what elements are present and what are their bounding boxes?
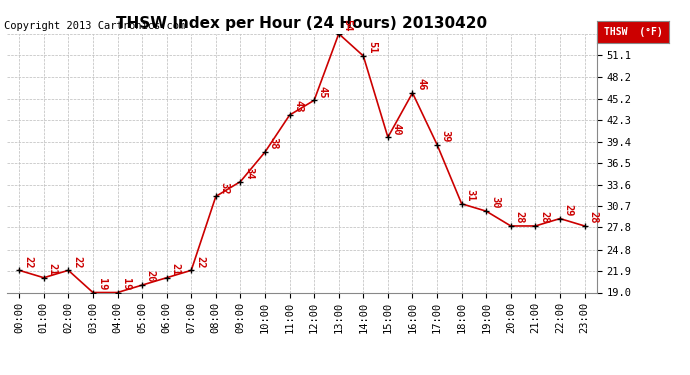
Text: 38: 38 [268, 137, 279, 150]
Text: 45: 45 [318, 86, 328, 98]
Text: 19: 19 [97, 278, 107, 290]
Text: 34: 34 [244, 167, 254, 179]
Text: 51: 51 [367, 41, 377, 54]
Text: 20: 20 [146, 270, 156, 283]
Text: 22: 22 [23, 256, 33, 268]
Text: 54: 54 [342, 19, 353, 32]
Text: 46: 46 [416, 78, 426, 91]
Text: Copyright 2013 Cartronics.com: Copyright 2013 Cartronics.com [4, 21, 185, 31]
Text: 39: 39 [441, 130, 451, 142]
Text: 22: 22 [195, 256, 205, 268]
Text: 43: 43 [293, 100, 304, 113]
Text: 29: 29 [564, 204, 573, 216]
Text: 21: 21 [48, 263, 57, 276]
Title: THSW Index per Hour (24 Hours) 20130420: THSW Index per Hour (24 Hours) 20130420 [117, 16, 487, 31]
Text: THSW  (°F): THSW (°F) [604, 27, 662, 37]
Text: 31: 31 [465, 189, 475, 202]
Text: 21: 21 [170, 263, 180, 276]
Text: 19: 19 [121, 278, 131, 290]
Text: 30: 30 [490, 196, 500, 209]
Text: 28: 28 [589, 211, 598, 224]
Text: 40: 40 [392, 123, 402, 135]
Text: 22: 22 [72, 256, 82, 268]
Text: 28: 28 [515, 211, 524, 224]
Text: 28: 28 [539, 211, 549, 224]
Text: 32: 32 [219, 182, 230, 194]
